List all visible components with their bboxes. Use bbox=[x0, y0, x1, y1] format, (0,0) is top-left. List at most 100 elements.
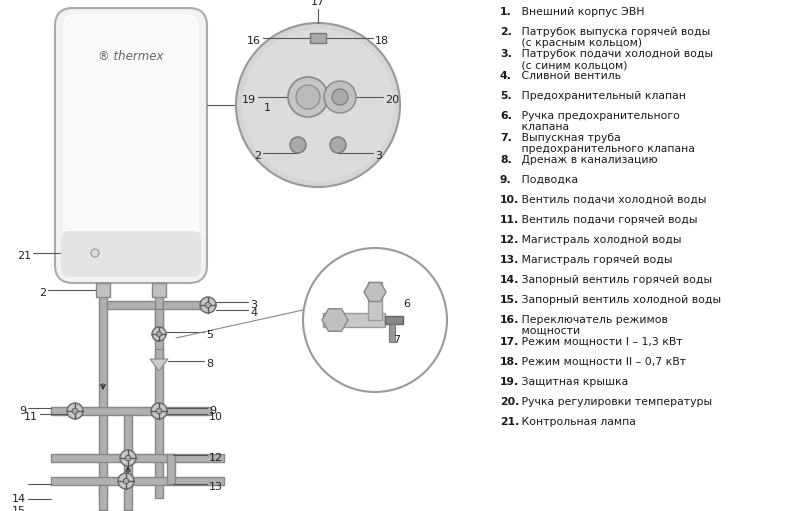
Text: 2: 2 bbox=[39, 288, 46, 298]
Text: 10.: 10. bbox=[500, 195, 519, 205]
Text: 3.: 3. bbox=[500, 49, 512, 59]
Circle shape bbox=[200, 297, 216, 313]
Text: Выпускная труба: Выпускная труба bbox=[518, 133, 621, 143]
Text: Ручка предохранительного: Ручка предохранительного bbox=[518, 111, 680, 121]
Text: 21.: 21. bbox=[500, 417, 519, 427]
Text: Вентиль подачи холодной воды: Вентиль подачи холодной воды bbox=[518, 195, 706, 205]
Bar bbox=[155, 309, 163, 327]
Circle shape bbox=[120, 450, 136, 466]
Text: 21: 21 bbox=[17, 251, 31, 261]
Text: 15: 15 bbox=[12, 506, 26, 511]
Circle shape bbox=[118, 473, 134, 489]
Circle shape bbox=[296, 85, 320, 109]
Text: ® thermex: ® thermex bbox=[98, 50, 164, 62]
Circle shape bbox=[288, 77, 328, 117]
Text: мощности: мощности bbox=[518, 326, 580, 336]
Circle shape bbox=[303, 248, 447, 392]
Text: 4: 4 bbox=[250, 308, 257, 318]
Text: 4.: 4. bbox=[500, 71, 512, 81]
Text: 16.: 16. bbox=[500, 315, 519, 325]
Text: 11: 11 bbox=[24, 412, 38, 422]
Circle shape bbox=[156, 408, 162, 414]
Text: Внешний корпус ЭВН: Внешний корпус ЭВН bbox=[518, 7, 645, 17]
Bar bbox=[124, 485, 132, 510]
Text: 13.: 13. bbox=[500, 255, 519, 265]
Bar bbox=[323, 313, 385, 327]
Circle shape bbox=[332, 89, 348, 105]
Bar bbox=[368, 282, 382, 320]
Text: Магистраль холодной воды: Магистраль холодной воды bbox=[518, 235, 682, 245]
Circle shape bbox=[330, 137, 346, 153]
Text: 12: 12 bbox=[209, 453, 223, 463]
Text: 19.: 19. bbox=[500, 377, 519, 387]
Text: (с синим кольцом): (с синим кольцом) bbox=[518, 60, 627, 70]
Text: 9: 9 bbox=[19, 406, 26, 416]
Bar bbox=[389, 324, 395, 342]
Text: 14.: 14. bbox=[500, 275, 519, 285]
Text: 5: 5 bbox=[206, 330, 213, 340]
Text: Патрубок выпуска горячей воды: Патрубок выпуска горячей воды bbox=[518, 27, 710, 37]
Text: 13: 13 bbox=[209, 482, 223, 492]
Circle shape bbox=[72, 408, 78, 414]
Bar bbox=[99, 485, 107, 510]
Bar bbox=[163, 301, 201, 309]
Text: 5.: 5. bbox=[500, 91, 512, 101]
Text: Дренаж в канализацию: Дренаж в канализацию bbox=[518, 155, 658, 165]
Bar bbox=[310, 33, 326, 43]
Text: 9: 9 bbox=[209, 406, 216, 416]
Text: 10: 10 bbox=[209, 412, 223, 422]
Text: Режим мощности II – 0,7 кВт: Режим мощности II – 0,7 кВт bbox=[518, 357, 686, 367]
Text: 3: 3 bbox=[375, 151, 382, 161]
Text: 2.: 2. bbox=[500, 27, 512, 37]
Text: 8: 8 bbox=[206, 359, 213, 369]
Text: 14: 14 bbox=[12, 494, 26, 504]
Text: Патрубок подачи холодной воды: Патрубок подачи холодной воды bbox=[518, 49, 713, 59]
Text: 7: 7 bbox=[393, 335, 400, 345]
Text: 12.: 12. bbox=[500, 235, 519, 245]
FancyBboxPatch shape bbox=[63, 14, 199, 277]
Text: 8.: 8. bbox=[500, 155, 512, 165]
Text: 16: 16 bbox=[247, 36, 261, 46]
Text: Запорный вентиль горячей воды: Запорный вентиль горячей воды bbox=[518, 275, 712, 285]
Bar bbox=[124, 415, 132, 485]
Text: (с красным кольцом): (с красным кольцом) bbox=[518, 38, 642, 48]
Text: 2: 2 bbox=[254, 151, 261, 161]
Circle shape bbox=[290, 137, 306, 153]
Text: Ручка регулировки температуры: Ручка регулировки температуры bbox=[518, 397, 712, 407]
Text: 18: 18 bbox=[375, 36, 389, 46]
Text: Подводка: Подводка bbox=[518, 175, 578, 185]
Circle shape bbox=[123, 478, 129, 484]
Text: Сливной вентиль: Сливной вентиль bbox=[518, 71, 621, 81]
Text: 9.: 9. bbox=[500, 175, 512, 185]
Bar bbox=[155, 283, 163, 498]
Text: 17: 17 bbox=[311, 0, 325, 7]
Text: Запорный вентиль холодной воды: Запорный вентиль холодной воды bbox=[518, 295, 721, 305]
Circle shape bbox=[151, 403, 167, 419]
Bar bbox=[167, 454, 175, 484]
Text: 20.: 20. bbox=[500, 397, 519, 407]
FancyBboxPatch shape bbox=[61, 231, 201, 277]
Circle shape bbox=[91, 249, 99, 257]
Bar bbox=[51, 407, 211, 415]
Text: 3: 3 bbox=[250, 300, 257, 310]
Polygon shape bbox=[322, 309, 348, 331]
Text: Режим мощности I – 1,3 кВт: Режим мощности I – 1,3 кВт bbox=[518, 337, 682, 347]
Text: 1: 1 bbox=[264, 103, 271, 113]
Text: 7.: 7. bbox=[500, 133, 512, 143]
Text: 11.: 11. bbox=[500, 215, 519, 225]
Text: 17.: 17. bbox=[500, 337, 519, 347]
Text: 6: 6 bbox=[403, 299, 410, 309]
Circle shape bbox=[152, 327, 166, 341]
Circle shape bbox=[242, 29, 394, 181]
Text: Переключатель режимов: Переключатель режимов bbox=[518, 315, 668, 325]
FancyBboxPatch shape bbox=[55, 8, 207, 283]
Circle shape bbox=[157, 332, 162, 336]
Text: 15.: 15. bbox=[500, 295, 519, 305]
Text: Вентиль подачи горячей воды: Вентиль подачи горячей воды bbox=[518, 215, 698, 225]
Circle shape bbox=[205, 302, 211, 308]
Bar bbox=[51, 454, 224, 462]
Bar bbox=[385, 316, 403, 324]
Bar bbox=[152, 283, 166, 297]
Text: 18.: 18. bbox=[500, 357, 519, 367]
Circle shape bbox=[67, 403, 83, 419]
